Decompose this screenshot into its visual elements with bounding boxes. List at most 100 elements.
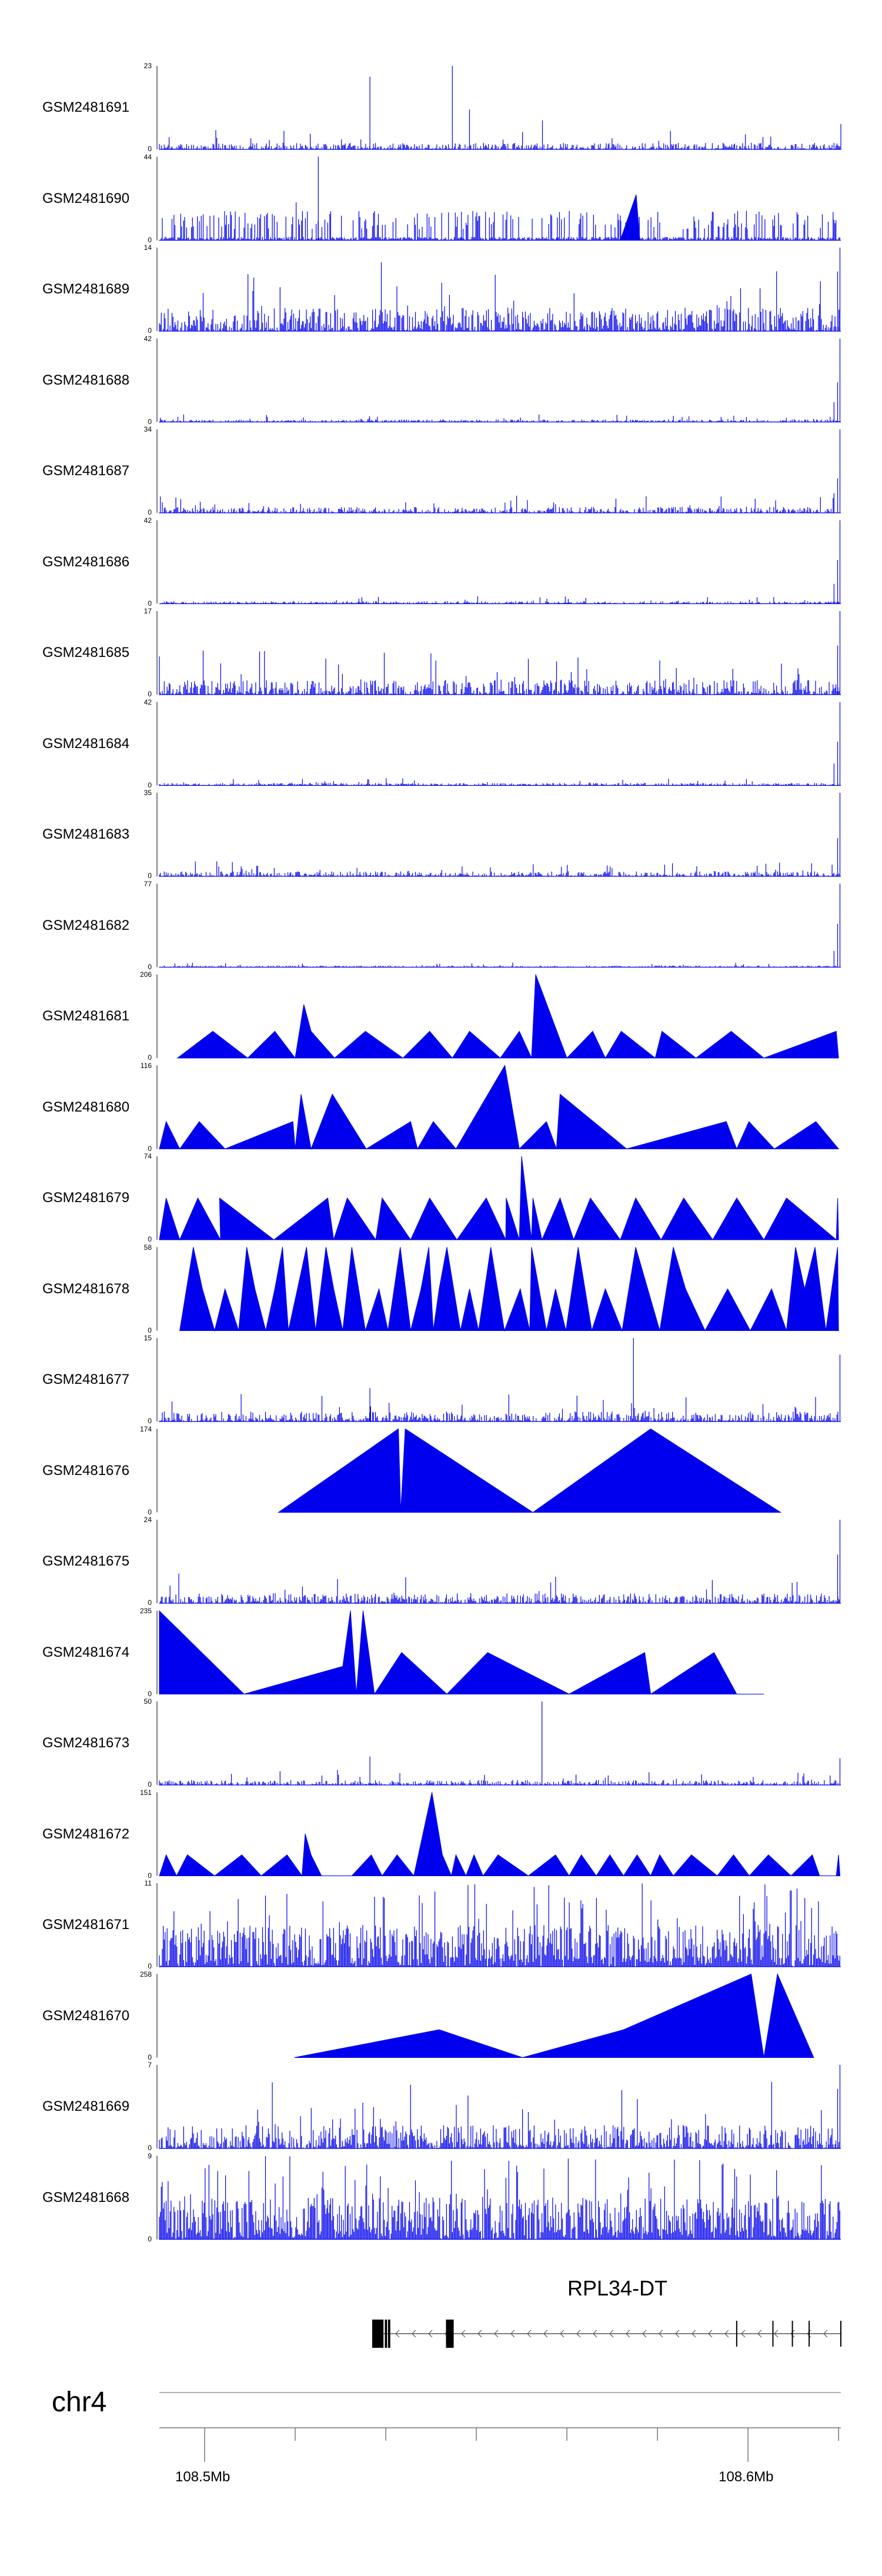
coverage-area — [176, 974, 839, 1059]
track-ymax-label: 23 — [143, 62, 152, 70]
coverage-area — [159, 883, 841, 968]
track-ymax-label: 74 — [143, 1152, 152, 1160]
track-ymax-label: 77 — [143, 879, 152, 888]
coverage-area — [159, 429, 841, 513]
coverage-tracks — [156, 66, 841, 2240]
track-label: GSM2481683 — [42, 826, 130, 842]
track-ymin-label: 0 — [148, 780, 152, 789]
track-label: GSM2481679 — [42, 1190, 130, 1206]
track-ymax-label: 11 — [144, 1879, 152, 1887]
coverage-area — [159, 1792, 841, 1877]
coverage-track — [156, 883, 841, 968]
track-ymin-label: 0 — [148, 2234, 152, 2243]
track-ymax-label: 50 — [143, 1697, 152, 1706]
track-label: GSM2481673 — [42, 1735, 130, 1751]
strand-arrow — [461, 2330, 466, 2338]
coverage-track — [156, 1428, 782, 1513]
track-ymin-label: 0 — [148, 1053, 152, 1062]
coverage-area — [277, 1428, 782, 1513]
coverage-track — [156, 611, 841, 695]
track-label: GSM2481684 — [42, 735, 130, 752]
coverage-track — [156, 1065, 840, 1150]
coverage-track — [156, 1338, 841, 1422]
strand-arrow — [560, 2330, 564, 2338]
coverage-area — [159, 1065, 840, 1150]
coverage-area — [159, 1701, 841, 1786]
coverage-track — [156, 1883, 841, 1967]
coverage-track — [156, 429, 841, 513]
track-label: GSM2481685 — [42, 645, 130, 660]
track-ymax-label: 34 — [143, 425, 152, 433]
track-ymin-label: 0 — [148, 326, 152, 335]
track-ymax-label: 17 — [143, 607, 152, 615]
track-label: GSM2481676 — [42, 1462, 130, 1479]
genome-axis — [159, 2392, 841, 2462]
track-label: GSM2481691 — [42, 99, 130, 115]
coverage-peak — [620, 194, 640, 241]
track-ymin-label: 0 — [148, 1780, 152, 1788]
track-ymin-label: 0 — [148, 962, 152, 971]
coverage-track — [156, 2155, 841, 2240]
track-ymin-label: 0 — [148, 1507, 152, 1516]
coverage-area — [159, 2065, 841, 2149]
strand-arrow — [395, 2330, 400, 2338]
track-ymin-label: 0 — [148, 1871, 152, 1880]
track-ymax-label: 44 — [143, 152, 152, 161]
track-ymax-label: 14 — [143, 243, 152, 252]
coverage-track — [156, 1701, 841, 1786]
track-ymax-label: 9 — [148, 2151, 152, 2160]
coverage-area — [159, 1610, 764, 1695]
coverage-track — [156, 1610, 764, 1695]
strand-arrow — [576, 2330, 581, 2338]
track-ymax-label: 42 — [143, 516, 152, 525]
coverage-area — [159, 156, 841, 241]
strand-arrow — [543, 2330, 548, 2338]
coverage-area — [294, 1973, 814, 2058]
coverage-area — [159, 793, 841, 877]
track-ymin-label: 0 — [148, 872, 152, 880]
track-ymin-label: 0 — [148, 1144, 152, 1153]
coverage-track — [156, 1520, 841, 1604]
coverage-area — [159, 702, 841, 786]
track-ymax-label: 258 — [139, 1970, 152, 1978]
track-ymin-label: 0 — [148, 2053, 152, 2061]
track-label: GSM2481687 — [42, 463, 130, 479]
strand-arrow — [477, 2330, 482, 2338]
strand-arrow — [708, 2330, 713, 2338]
gene-model — [372, 2320, 841, 2348]
coverage-area — [159, 1520, 841, 1604]
strand-arrow — [659, 2330, 663, 2338]
exon-block — [385, 2320, 387, 2348]
track-label: GSM2481670 — [42, 2007, 130, 2024]
track-ymax-label: 151 — [139, 1788, 152, 1797]
track-label: GSM2481689 — [42, 281, 130, 297]
track-label: GSM2481677 — [42, 1372, 130, 1387]
strand-arrow — [428, 2330, 433, 2338]
track-ymin-label: 0 — [148, 417, 152, 426]
coverage-area — [159, 520, 841, 605]
strand-arrow — [724, 2330, 729, 2338]
strand-arrow — [675, 2330, 680, 2338]
track-label: GSM2481668 — [42, 2189, 130, 2205]
track-ymax-label: 42 — [143, 698, 152, 706]
strand-arrow — [609, 2330, 614, 2338]
coverage-area — [159, 2156, 841, 2240]
exon-block — [387, 2320, 390, 2348]
axis-tick-label: 108.5Mb — [175, 2469, 230, 2485]
coverage-area — [159, 338, 841, 423]
strand-arrow — [527, 2330, 532, 2338]
track-ymax-label: 174 — [139, 1424, 152, 1433]
strand-arrow — [823, 2330, 828, 2338]
track-label: GSM2481680 — [42, 1099, 130, 1115]
track-ymax-label: 42 — [143, 334, 152, 343]
track-ymax-label: 7 — [148, 2061, 152, 2069]
coverage-track — [156, 1156, 839, 1241]
track-ymax-label: 58 — [143, 1243, 152, 1252]
strand-arrow — [691, 2330, 696, 2338]
track-ymin-label: 0 — [148, 1962, 152, 1970]
track-ymax-label: 15 — [143, 1334, 152, 1342]
track-label: GSM2481690 — [42, 190, 130, 206]
track-label: GSM2481674 — [42, 1644, 130, 1660]
exon-block — [446, 2320, 454, 2348]
